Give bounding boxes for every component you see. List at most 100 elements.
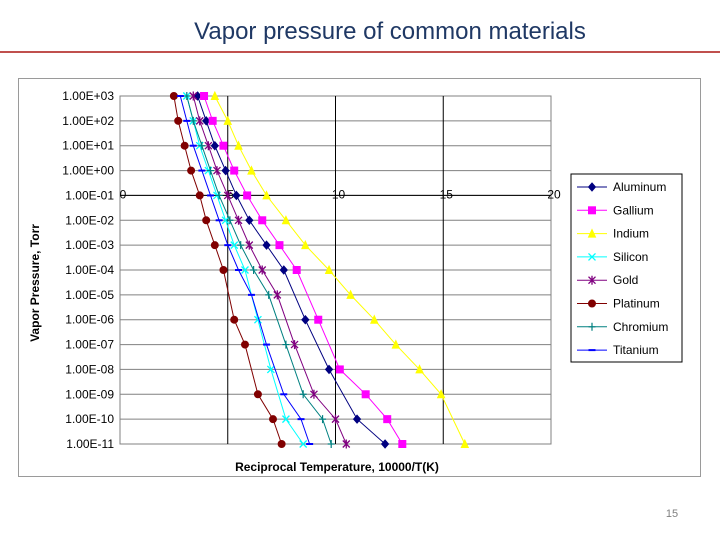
data-point-silicon	[221, 216, 230, 225]
legend-marker-indium	[587, 228, 597, 238]
data-point-aluminum	[210, 140, 219, 151]
y-tick-label: 1.00E-06	[65, 313, 114, 327]
data-point-gold	[189, 91, 198, 101]
data-point-gallium	[275, 241, 284, 250]
y-tick-label: 1.00E+03	[62, 89, 114, 103]
legend-marker-gold	[588, 275, 596, 285]
data-point-platinum	[202, 216, 211, 225]
data-point-gold	[258, 265, 267, 275]
data-point-aluminum	[232, 190, 241, 201]
data-point-chromium	[250, 266, 258, 274]
data-point-platinum	[240, 340, 249, 349]
slide-title: Vapor pressure of common materials	[194, 18, 586, 45]
data-point-indium	[436, 389, 446, 399]
data-point-chromium	[183, 92, 191, 100]
page-number: 15	[665, 508, 679, 520]
data-point-gold	[342, 439, 351, 449]
legend-label-platinum: Platinum	[613, 297, 660, 311]
data-point-gallium	[200, 92, 209, 100]
data-point-gallium	[208, 116, 217, 125]
data-point-silicon	[230, 241, 239, 250]
data-point-indium	[210, 90, 220, 100]
series-line-silicon	[186, 95, 304, 445]
series-titanium	[176, 95, 314, 445]
data-point-chromium	[265, 290, 273, 299]
series-platinum	[169, 92, 286, 448]
data-point-platinum	[269, 415, 278, 424]
data-point-indium	[281, 215, 291, 225]
y-tick-label: 1.00E+00	[62, 164, 114, 178]
data-point-gold	[245, 240, 254, 250]
data-point-gold	[331, 414, 340, 424]
series-line-indium	[214, 95, 466, 445]
data-point-aluminum	[301, 314, 310, 325]
legend: Aluminum Gallium Indium Silicon Gold Platinum…	[570, 173, 683, 363]
data-point-gallium	[230, 166, 239, 175]
data-point-aluminum	[279, 265, 288, 275]
data-point-indium	[223, 115, 233, 125]
data-point-platinum	[210, 241, 219, 250]
legend-label-gallium: Gallium	[613, 203, 654, 217]
data-point-platinum	[253, 390, 262, 399]
legend-label-titanium: Titanium	[613, 343, 659, 357]
data-point-aluminum	[221, 165, 230, 176]
data-point-gallium	[398, 440, 407, 448]
data-point-platinum	[180, 141, 189, 150]
data-point-chromium	[299, 390, 307, 399]
legend-item-titanium: Titanium	[577, 343, 659, 357]
series-gallium	[200, 92, 407, 448]
data-point-indium	[346, 289, 355, 299]
data-point-chromium	[207, 166, 215, 175]
y-tick-label: 1.00E-01	[65, 188, 114, 202]
data-point-silicon	[253, 315, 262, 324]
data-point-indium	[370, 314, 379, 324]
legend-marker-silicon	[588, 252, 596, 261]
legend-label-aluminum: Aluminum	[613, 180, 666, 194]
plot-area: 1.00E+03 1.00E+02 1.00E+01 1.00E+00 1.00E-01…	[62, 89, 561, 451]
legend-box	[570, 173, 683, 363]
data-point-aluminum	[245, 215, 254, 226]
data-point-chromium	[282, 340, 290, 349]
y-tick-label: 1.00E-05	[65, 288, 114, 302]
data-point-chromium	[237, 241, 245, 250]
y-tick-label: 1.00E+02	[62, 114, 114, 128]
data-point-indium	[324, 264, 334, 274]
legend-label-indium: Indium	[613, 227, 649, 241]
series-line-aluminum	[197, 95, 386, 445]
y-tick-label: 1.00E-09	[65, 387, 114, 401]
data-point-gold	[273, 290, 282, 300]
legend-label-gold: Gold	[613, 273, 638, 287]
y-tick-label: 1.00E+01	[62, 139, 114, 153]
x-tick-label: 5	[227, 187, 234, 201]
data-point-gallium	[243, 191, 252, 200]
data-point-indium	[391, 339, 401, 349]
data-point-gallium	[361, 390, 370, 399]
data-point-indium	[460, 438, 470, 448]
y-tick-label: 1.00E-02	[65, 213, 114, 227]
series-chromium	[183, 92, 335, 448]
legend-marker-chromium	[588, 322, 596, 331]
legend-marker-aluminum	[587, 182, 597, 192]
y-tick-label: 1.00E-11	[66, 437, 114, 451]
data-point-gallium	[335, 365, 344, 374]
title-rule	[0, 51, 720, 53]
legend-item-gallium: Gallium	[577, 203, 654, 217]
data-point-aluminum	[262, 240, 271, 250]
data-point-indium	[234, 140, 243, 150]
data-point-gallium	[258, 216, 267, 225]
data-point-aluminum	[202, 116, 211, 126]
data-point-indium	[415, 364, 424, 374]
data-point-platinum	[277, 440, 286, 448]
legend-marker-platinum	[588, 299, 596, 308]
legend-item-indium: Indium	[577, 227, 649, 241]
data-point-chromium	[189, 116, 197, 125]
x-tick-label: 20	[547, 187, 561, 201]
legend-marker-gallium	[588, 206, 596, 215]
data-point-aluminum	[380, 439, 390, 449]
legend-item-gold: Gold	[577, 273, 638, 287]
data-point-silicon	[299, 440, 308, 448]
data-point-aluminum	[352, 414, 362, 424]
data-point-gold	[195, 116, 204, 126]
legend-item-silicon: Silicon	[577, 250, 648, 264]
